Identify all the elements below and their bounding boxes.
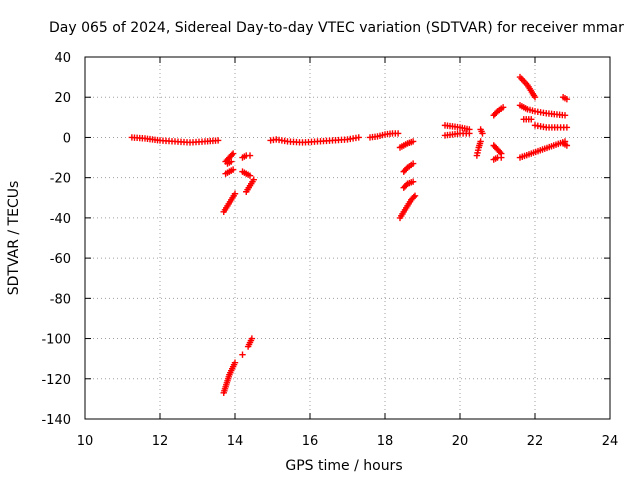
y-tick-label: -100: [41, 333, 71, 348]
data-series-22: [490, 142, 505, 157]
data-point: [498, 154, 505, 161]
chart-title: Day 065 of 2024, Sidereal Day-to-day VTE…: [49, 20, 624, 36]
data-series-30: [559, 140, 571, 149]
x-tick-label: 18: [377, 434, 394, 449]
data-point: [229, 150, 237, 157]
data-point: [563, 96, 571, 103]
data-series-26: [520, 116, 535, 123]
data-point: [409, 138, 417, 145]
y-tick-label: -140: [41, 413, 71, 428]
data-point: [250, 176, 257, 183]
data-series-8: [220, 359, 239, 397]
data-point: [231, 190, 239, 197]
data-point: [229, 166, 237, 173]
data-series-0: [128, 134, 222, 146]
x-axis-label: GPS time / hours: [285, 458, 402, 474]
y-tick-label: -80: [50, 292, 71, 307]
y-tick-label: -120: [41, 373, 71, 388]
data-point: [409, 160, 417, 167]
x-tick-label: 22: [527, 434, 544, 449]
data-point: [410, 193, 417, 201]
data-point: [214, 137, 222, 144]
data-series-24: [516, 73, 539, 101]
data-series-21: [490, 104, 507, 119]
data-point: [563, 142, 571, 149]
data-series-7: [243, 176, 257, 195]
data-point: [561, 112, 569, 119]
data-series-11: [267, 134, 362, 146]
data-series-18: [441, 130, 473, 139]
data-series-17: [441, 122, 473, 133]
data-point: [394, 130, 402, 137]
x-tick-label: 20: [452, 434, 469, 449]
data-series-10: [244, 335, 256, 350]
data-series-1: [220, 190, 239, 216]
data-series-16: [396, 192, 419, 222]
data-series-23: [490, 154, 505, 163]
grid: [85, 57, 610, 419]
data-series-28: [516, 138, 569, 161]
data-point: [409, 178, 417, 185]
data-point: [531, 94, 539, 101]
data-point: [228, 151, 236, 159]
data-point: [411, 192, 419, 199]
plot-frame: [84, 56, 611, 420]
data-point: [528, 116, 535, 123]
x-tick-label: 16: [302, 434, 319, 449]
data-series-15: [400, 178, 417, 191]
data-series-20: [477, 126, 486, 137]
y-tick-label: 0: [63, 131, 71, 146]
data-series-27: [531, 122, 571, 131]
data-point: [231, 359, 239, 366]
x-tick-label: 12: [152, 434, 169, 449]
data-point: [355, 134, 362, 141]
data-point: [246, 172, 254, 179]
data-series-19: [473, 138, 484, 159]
y-tick-label: 40: [54, 51, 71, 66]
data-point: [479, 130, 486, 137]
data-points: [128, 73, 571, 397]
data-series-9: [239, 351, 246, 358]
data-point: [563, 124, 571, 131]
data-point: [466, 130, 473, 137]
data-point: [496, 148, 504, 156]
y-axis-label: SDTVAR / TECUs: [6, 181, 22, 296]
y-tick-label: 20: [54, 91, 71, 106]
data-point: [239, 351, 246, 358]
data-series-29: [559, 94, 571, 103]
axis-ticks: [84, 56, 611, 420]
data-series-25: [516, 102, 569, 119]
x-tick-label: 10: [77, 434, 94, 449]
data-point: [499, 104, 507, 111]
data-series-12: [366, 130, 402, 141]
x-tick-label: 14: [227, 434, 244, 449]
data-series-5: [239, 152, 254, 161]
data-point: [228, 158, 235, 165]
data-series-3: [222, 166, 237, 177]
data-point: [477, 138, 484, 145]
data-series-6: [239, 168, 254, 179]
x-tick-label: 24: [602, 434, 619, 449]
data-point: [246, 152, 254, 159]
data-series-4: [224, 158, 235, 167]
tick-labels: 10 12 14 16 18 20 22 24 40 20 0 -20 -40 -60 -80 -100 -12…: [41, 51, 618, 449]
y-tick-label: -60: [50, 252, 71, 267]
data-series-14: [400, 160, 417, 175]
y-tick-label: -20: [50, 172, 71, 187]
y-tick-label: -40: [50, 212, 71, 227]
data-point: [248, 335, 256, 342]
data-series-13: [396, 138, 417, 151]
